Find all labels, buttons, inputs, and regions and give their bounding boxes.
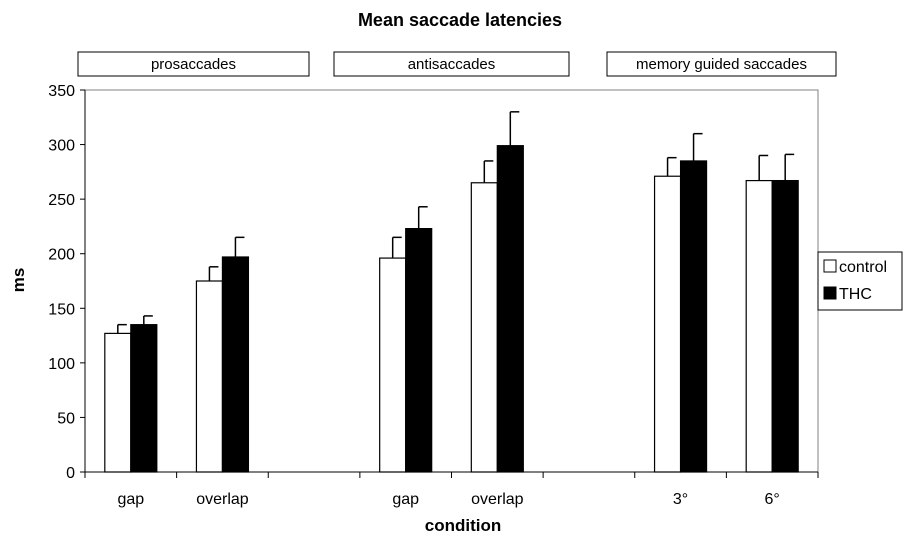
x-tick-label: overlap — [471, 491, 524, 508]
y-tick-label: 50 — [57, 410, 75, 427]
plot-frame — [84, 89, 819, 473]
y-axis: 0 50 100 150 200 250 300 350 — [48, 83, 85, 482]
x-tick-label: 6° — [765, 491, 780, 508]
y-tick-label: 350 — [48, 83, 75, 100]
x-tick-label: gap — [117, 491, 144, 508]
bar-thc — [679, 160, 708, 473]
bar-control — [745, 179, 773, 473]
group-headers: prosaccades antisaccades memory guided sac… — [77, 51, 837, 77]
y-tick-label: 0 — [66, 465, 75, 482]
chart-title: Mean saccade latencies — [358, 10, 562, 30]
bar-control — [470, 182, 498, 473]
y-tick-label: 250 — [48, 192, 75, 209]
bar-thc — [130, 324, 158, 473]
group-header-label: memory guided saccades — [636, 56, 807, 73]
plot-area-border — [84, 89, 819, 473]
x-tick-label: gap — [392, 491, 419, 508]
legend-label: THC — [839, 286, 872, 303]
group-header-box — [77, 51, 310, 77]
bar-control — [379, 257, 407, 473]
group-header-label: antisaccades — [408, 56, 496, 73]
y-tick-label: 150 — [48, 301, 75, 318]
group-header-box — [606, 51, 837, 77]
bar-control — [195, 280, 224, 473]
legend: control THC — [817, 251, 903, 311]
legend-swatch — [823, 259, 837, 273]
bar-thc — [405, 228, 433, 473]
x-tick-label: overlap — [196, 491, 249, 508]
x-axis: gap overlap gap overlap 3° 6° — [84, 472, 819, 508]
legend-swatch — [823, 286, 837, 300]
x-tick-label: 3° — [673, 491, 688, 508]
group-header-label: prosaccades — [151, 56, 236, 73]
bar-control — [653, 175, 682, 473]
y-axis-title: ms — [9, 268, 28, 293]
bar-thc — [771, 179, 799, 473]
bar-control — [104, 332, 132, 473]
y-tick-label: 300 — [48, 138, 75, 155]
bar-thc — [221, 256, 250, 473]
bar-thc — [496, 145, 524, 473]
legend-label: control — [839, 259, 887, 276]
y-tick-label: 200 — [48, 247, 75, 264]
bars — [104, 111, 799, 473]
group-header-box — [333, 51, 570, 77]
x-axis-title: condition — [425, 516, 501, 535]
y-tick-label: 100 — [48, 356, 75, 373]
